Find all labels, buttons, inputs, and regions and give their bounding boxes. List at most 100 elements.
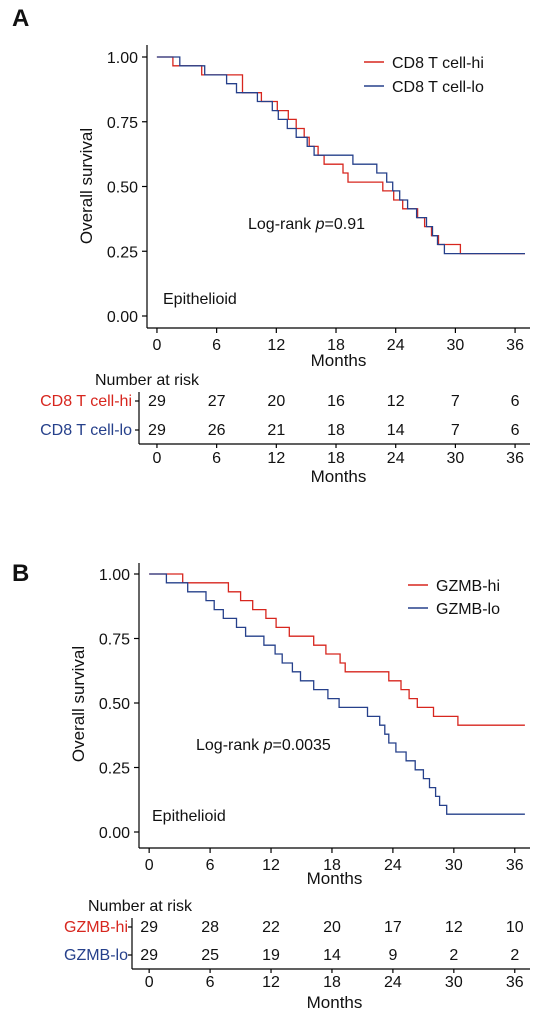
x-tick-label: 30 [445, 857, 463, 874]
panel-b: B 0.00 0.25 0.50 0.75 1.00 0 6 12 18 24 30 36 Overall… [12, 560, 530, 1012]
logrank-value: =0.91 [325, 216, 366, 233]
risk-count: 7 [451, 422, 460, 439]
risk-x-tick-label: 0 [145, 974, 154, 991]
risk-table-title: Number at risk [95, 372, 200, 389]
risk-group-label-hi: GZMB-hi [64, 919, 128, 936]
x-axis-label: Months [307, 869, 363, 888]
x-axis-label: Months [311, 351, 367, 370]
risk-count: 25 [201, 947, 219, 964]
risk-group-label-hi: CD8 T cell-hi [40, 393, 132, 410]
y-tick-label: 0.75 [99, 632, 130, 649]
risk-x-tick-label: 12 [267, 450, 285, 467]
logrank-value: =0.0035 [273, 737, 331, 754]
risk-count: 9 [388, 947, 397, 964]
x-tick-label: 24 [387, 337, 405, 354]
risk-count: 7 [451, 393, 460, 410]
x-tick-label: 24 [384, 857, 402, 874]
risk-table: Number at risk CD8 T cell-hi 29 27 20 16 12 7 6 C… [40, 372, 530, 486]
x-tick-label: 30 [446, 337, 464, 354]
x-tick-label: 18 [327, 337, 345, 354]
risk-count: 20 [267, 393, 285, 410]
risk-count: 20 [323, 919, 341, 936]
y-tick-label: 1.00 [107, 50, 138, 67]
y-tick-label: 0.50 [99, 696, 130, 713]
x-tick-label: 0 [145, 857, 154, 874]
risk-x-tick-label: 12 [262, 974, 280, 991]
risk-count: 6 [511, 422, 520, 439]
y-tick-label: 1.00 [99, 567, 130, 584]
x-tick-label: 6 [206, 857, 215, 874]
legend-label-hi: CD8 T cell-hi [392, 55, 484, 72]
risk-count: 14 [323, 947, 341, 964]
risk-count: 29 [148, 393, 166, 410]
survival-curve-hi [149, 573, 525, 726]
risk-count: 29 [148, 422, 166, 439]
x-tick-label: 36 [506, 337, 524, 354]
logrank-p: p [263, 737, 273, 754]
survival-curve-hi [156, 56, 525, 255]
risk-count: 18 [327, 422, 345, 439]
risk-x-tick-label: 36 [506, 974, 524, 991]
y-tick-label: 0.00 [99, 825, 130, 842]
survival-curve-lo [149, 573, 525, 815]
y-tick-label: 0.25 [99, 761, 130, 778]
x-tick-label: 0 [152, 337, 161, 354]
subgroup-label: Epithelioid [163, 291, 237, 308]
risk-x-tick-label: 6 [206, 974, 215, 991]
x-tick-label: 36 [506, 857, 524, 874]
risk-x-tick-label: 24 [387, 450, 405, 467]
risk-count: 29 [140, 919, 158, 936]
risk-x-tick-label: 30 [445, 974, 463, 991]
risk-count: 17 [384, 919, 402, 936]
risk-group-label-lo: CD8 T cell-lo [40, 422, 132, 439]
risk-x-tick-label: 18 [327, 450, 345, 467]
panel-letter: A [12, 5, 29, 32]
subgroup-label: Epithelioid [152, 808, 226, 825]
risk-count: 2 [510, 947, 519, 964]
risk-count: 14 [387, 422, 405, 439]
risk-count: 6 [511, 393, 520, 410]
risk-x-tick-label: 18 [323, 974, 341, 991]
risk-count: 19 [262, 947, 280, 964]
risk-count: 2 [449, 947, 458, 964]
risk-count: 22 [262, 919, 280, 936]
survival-curve-lo [156, 56, 525, 255]
risk-count: 10 [506, 919, 524, 936]
x-tick-label: 6 [212, 337, 221, 354]
y-axis-label: Overall survival [69, 646, 88, 762]
risk-count: 21 [267, 422, 285, 439]
x-tick-label: 12 [267, 337, 285, 354]
y-tick-label: 0.00 [107, 309, 138, 326]
logrank-annotation: Log-rank p=0.91 [248, 216, 365, 233]
risk-table-title: Number at risk [88, 898, 193, 915]
risk-x-tick-label: 30 [446, 450, 464, 467]
logrank-prefix: Log-rank [196, 737, 264, 754]
risk-count: 12 [387, 393, 405, 410]
panel-a: A 0.00 0.25 0.50 0.75 1.00 0 6 12 18 24 30 36 Overall… [12, 5, 530, 486]
logrank-prefix: Log-rank [248, 216, 316, 233]
x-tick-label: 12 [262, 857, 280, 874]
risk-count: 27 [208, 393, 226, 410]
y-tick-label: 0.50 [107, 180, 138, 197]
y-axis-label: Overall survival [77, 128, 96, 244]
risk-count: 12 [445, 919, 463, 936]
legend-label-hi: GZMB-hi [436, 578, 500, 595]
risk-count: 26 [208, 422, 226, 439]
risk-x-axis-label: Months [311, 467, 367, 486]
legend-label-lo: GZMB-lo [436, 601, 500, 618]
logrank-p: p [315, 216, 325, 233]
risk-count: 16 [327, 393, 345, 410]
y-tick-label: 0.25 [107, 244, 138, 261]
risk-x-tick-label: 36 [506, 450, 524, 467]
risk-x-axis-label: Months [307, 993, 363, 1012]
x-tick-label: 18 [323, 857, 341, 874]
legend-label-lo: CD8 T cell-lo [392, 79, 484, 96]
risk-x-tick-label: 0 [152, 450, 161, 467]
risk-x-tick-label: 6 [212, 450, 221, 467]
y-tick-label: 0.75 [107, 115, 138, 132]
logrank-annotation: Log-rank p=0.0035 [196, 737, 331, 754]
risk-group-label-lo: GZMB-lo [64, 947, 128, 964]
panel-letter: B [12, 560, 29, 587]
